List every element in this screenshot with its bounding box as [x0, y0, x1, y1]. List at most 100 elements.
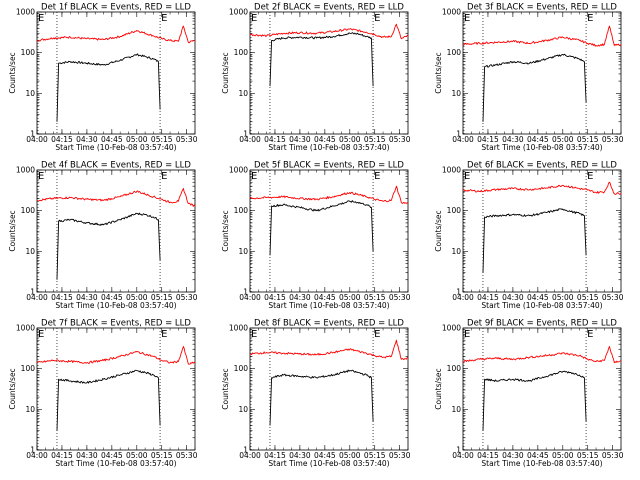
panel-title: Det 6f BLACK = Events, RED = LLD: [467, 161, 617, 171]
plot-frame: [36, 169, 196, 293]
event-marker-label: E: [161, 13, 167, 24]
y-tick-label: 10: [25, 89, 35, 98]
x-tick-label: 05:00: [339, 451, 361, 460]
x-tick-label: 05:30: [176, 293, 198, 302]
y-tick-label: 100: [21, 206, 36, 215]
y-tick-label: 10: [238, 89, 248, 98]
x-tick-label: 05:00: [339, 135, 361, 144]
x-tick-label: 04:45: [101, 451, 123, 460]
event-marker-label: E: [374, 329, 380, 340]
event-marker-label: E: [251, 329, 257, 340]
x-tick-label: 04:15: [477, 293, 499, 302]
x-tick-label: 04:30: [76, 293, 98, 302]
lld-series-line: [36, 25, 195, 44]
y-tick-label: 1: [243, 288, 248, 297]
panel-title: Det 7f BLACK = Events, RED = LLD: [41, 319, 191, 329]
x-tick-label: 05:15: [364, 135, 386, 144]
x-tick-label: 05:15: [577, 451, 599, 460]
x-tick-label: 05:15: [151, 293, 173, 302]
y-tick-label: 100: [447, 48, 462, 57]
x-axis-label: Start Time (10-Feb-08 03:57:40): [481, 301, 602, 310]
y-tick-label: 100: [234, 364, 249, 373]
x-tick-label: 05:30: [602, 293, 624, 302]
event-marker-label: E: [38, 329, 44, 340]
y-tick-label: 100: [447, 206, 462, 215]
x-tick-label: 05:15: [364, 451, 386, 460]
y-tick-label: 1: [456, 130, 461, 139]
y-tick-label: 1: [456, 288, 461, 297]
x-tick-label: 05:00: [339, 293, 361, 302]
x-tick-label: 04:30: [289, 451, 311, 460]
panel-title: Det 4f BLACK = Events, RED = LLD: [41, 161, 191, 171]
y-tick-label: 10: [25, 247, 35, 256]
x-tick-label: 05:00: [552, 451, 574, 460]
event-marker-label: E: [161, 171, 167, 182]
x-tick-label: 04:30: [502, 451, 524, 460]
y-axis-label: Counts/sec: [221, 368, 230, 409]
y-tick-label: 1000: [442, 166, 461, 175]
x-axis-label: Start Time (10-Feb-08 03:57:40): [55, 459, 176, 468]
panel-title: Det 2f BLACK = Events, RED = LLD: [254, 3, 404, 13]
y-tick-label: 100: [447, 364, 462, 373]
y-axis-label: Counts/sec: [221, 210, 230, 251]
x-tick-label: 04:15: [264, 135, 286, 144]
x-tick-label: 04:45: [527, 293, 549, 302]
y-tick-label: 10: [238, 405, 248, 414]
event-marker-label: E: [38, 171, 44, 182]
x-tick-label: 04:30: [502, 293, 524, 302]
events-series-line: [269, 369, 374, 426]
x-tick-label: 04:00: [239, 293, 261, 302]
detector-panel: Det 2f BLACK = Events, RED = LLD 1 10 100 10…: [221, 3, 411, 153]
event-marker-label: E: [38, 13, 44, 24]
lld-series-line: [462, 346, 622, 364]
y-tick-label: 1: [30, 130, 35, 139]
panel-title: Det 3f BLACK = Events, RED = LLD: [467, 3, 617, 13]
plot-frame: [462, 11, 622, 135]
x-axis-label: Start Time (10-Feb-08 03:57:40): [481, 459, 602, 468]
y-tick-label: 1: [30, 288, 35, 297]
plot-frame: [462, 327, 622, 451]
lld-series-line: [249, 339, 409, 361]
x-tick-label: 05:30: [389, 293, 411, 302]
y-tick-label: 100: [234, 206, 249, 215]
x-tick-label: 05:15: [151, 135, 173, 144]
x-tick-label: 05:15: [364, 293, 386, 302]
lld-series-line: [249, 23, 409, 40]
event-marker-label: E: [251, 13, 257, 24]
x-tick-label: 04:00: [26, 293, 48, 302]
x-tick-label: 05:30: [602, 135, 624, 144]
panel-title: Det 1f BLACK = Events, RED = LLD: [41, 3, 191, 13]
x-tick-label: 04:30: [502, 135, 524, 144]
y-axis-label: Counts/sec: [8, 210, 17, 251]
y-tick-label: 1: [456, 446, 461, 455]
event-marker-label: E: [161, 329, 167, 340]
plot-frame: [249, 327, 409, 451]
x-axis-label: Start Time (10-Feb-08 03:57:40): [268, 301, 389, 310]
events-series-line: [269, 200, 374, 256]
panel-title: Det 8f BLACK = Events, RED = LLD: [254, 319, 404, 329]
y-tick-label: 10: [451, 89, 461, 98]
panel-title: Det 9f BLACK = Events, RED = LLD: [467, 319, 617, 329]
y-tick-label: 1000: [442, 8, 461, 17]
y-tick-label: 10: [238, 247, 248, 256]
y-axis-label: Counts/sec: [434, 52, 443, 93]
x-tick-label: 04:30: [289, 135, 311, 144]
lld-series-line: [36, 188, 196, 207]
x-tick-label: 04:45: [314, 451, 336, 460]
plot-frame: [36, 11, 196, 135]
x-tick-label: 04:30: [76, 135, 98, 144]
y-axis-label: Counts/sec: [434, 210, 443, 251]
x-tick-label: 04:00: [239, 135, 261, 144]
events-series-line: [56, 53, 161, 122]
event-marker-label: E: [464, 171, 470, 182]
plot-frame: [36, 327, 196, 451]
plot-frame: [462, 169, 622, 293]
x-axis-label: Start Time (10-Feb-08 03:57:40): [481, 143, 602, 152]
events-series-line: [482, 53, 587, 122]
events-series-line: [269, 32, 374, 87]
panel-title: Det 5f BLACK = Events, RED = LLD: [254, 161, 404, 171]
x-tick-label: 04:00: [26, 451, 48, 460]
event-marker-label: E: [464, 13, 470, 24]
y-axis-label: Counts/sec: [221, 52, 230, 93]
y-tick-label: 10: [451, 247, 461, 256]
